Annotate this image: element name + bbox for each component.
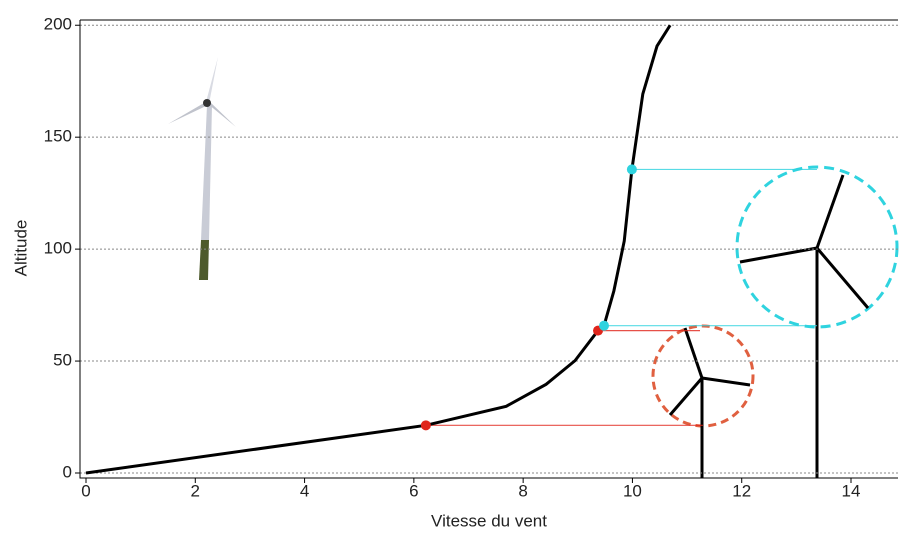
x-tick-label: 10 (623, 481, 642, 500)
x-tick-label: 0 (81, 481, 90, 500)
x-tick-label: 2 (191, 481, 200, 500)
axis-frame (79, 20, 898, 479)
marker (599, 320, 610, 331)
y-tick-label: 200 (44, 15, 72, 34)
marker (626, 164, 637, 175)
x-tick-label: 8 (518, 481, 527, 500)
x-tick-label: 14 (842, 481, 861, 500)
turbine-large (735, 165, 899, 478)
turbine-small (651, 324, 755, 478)
y-tick-label: 150 (44, 127, 72, 146)
marker (420, 420, 431, 431)
x-axis-label: Vitesse du vent (431, 511, 547, 530)
x-tick-label: 6 (409, 481, 418, 500)
x-tick-label: 4 (300, 481, 309, 500)
y-tick-label: 0 (63, 462, 72, 481)
y-tick-label: 100 (44, 239, 72, 258)
x-tick-label: 12 (732, 481, 751, 500)
turbine-photo (168, 57, 236, 280)
y-tick-label: 50 (53, 351, 72, 370)
y-axis-label: Altitude (11, 220, 30, 277)
